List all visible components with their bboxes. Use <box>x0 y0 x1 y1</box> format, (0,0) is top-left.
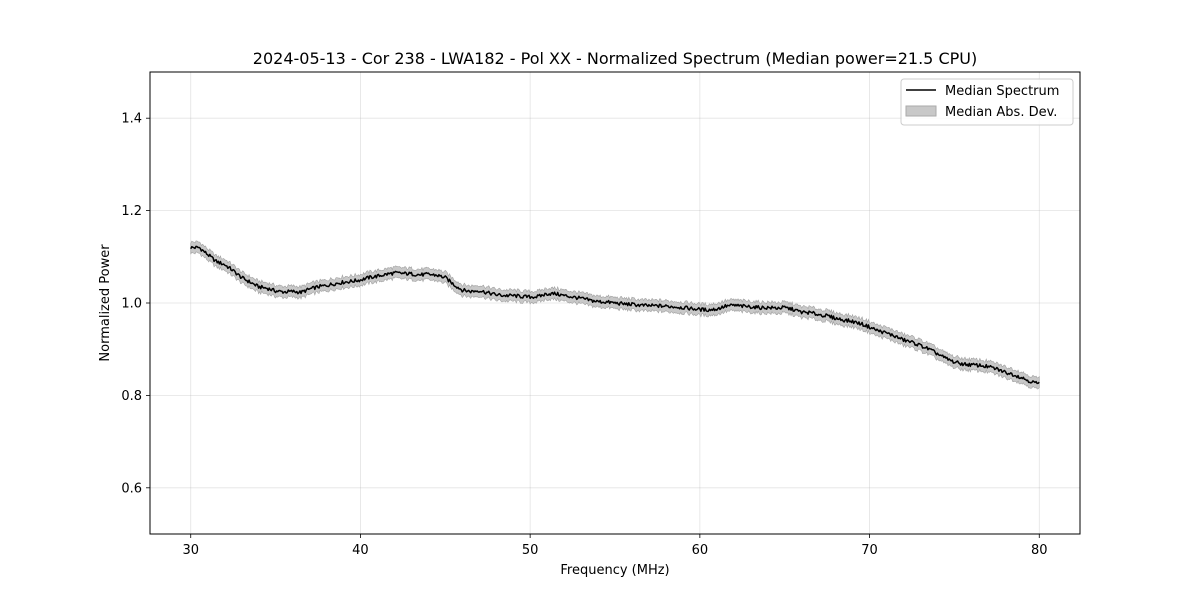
legend-band-swatch <box>905 105 937 117</box>
legend: Median Spectrum Median Abs. Dev. <box>900 78 1074 126</box>
x-tick-label: 30 <box>182 543 199 558</box>
y-tick-label: 1.4 <box>121 112 142 127</box>
median-spectrum-line-layer <box>190 245 1040 385</box>
y-tick-label: 0.8 <box>121 389 142 404</box>
y-axis-label: Normalized Power <box>98 244 113 362</box>
chart-title: 2024-05-13 - Cor 238 - LWA182 - Pol XX -… <box>253 49 977 68</box>
x-tick-label: 70 <box>861 543 878 558</box>
y-axis-ticks: 0.6 0.8 1.0 1.2 1.4 <box>121 112 150 496</box>
legend-box <box>900 78 1074 126</box>
x-axis-ticks: 30 40 50 60 70 80 <box>182 534 1048 558</box>
legend-label-median-spectrum: Median Spectrum <box>945 84 1059 99</box>
median-spectrum-line <box>190 245 1040 385</box>
x-tick-label: 40 <box>352 543 369 558</box>
x-tick-label: 80 <box>1031 543 1048 558</box>
legend-label-median-abs-dev: Median Abs. Dev. <box>945 105 1057 120</box>
y-tick-label: 1.0 <box>121 297 142 312</box>
x-tick-label: 50 <box>522 543 539 558</box>
x-tick-label: 60 <box>692 543 709 558</box>
median-abs-dev-band <box>190 240 1040 390</box>
x-axis-label: Frequency (MHz) <box>560 563 669 578</box>
y-tick-label: 1.2 <box>121 204 142 219</box>
median-abs-dev-band-layer <box>190 240 1040 390</box>
y-tick-label: 0.6 <box>121 481 142 496</box>
